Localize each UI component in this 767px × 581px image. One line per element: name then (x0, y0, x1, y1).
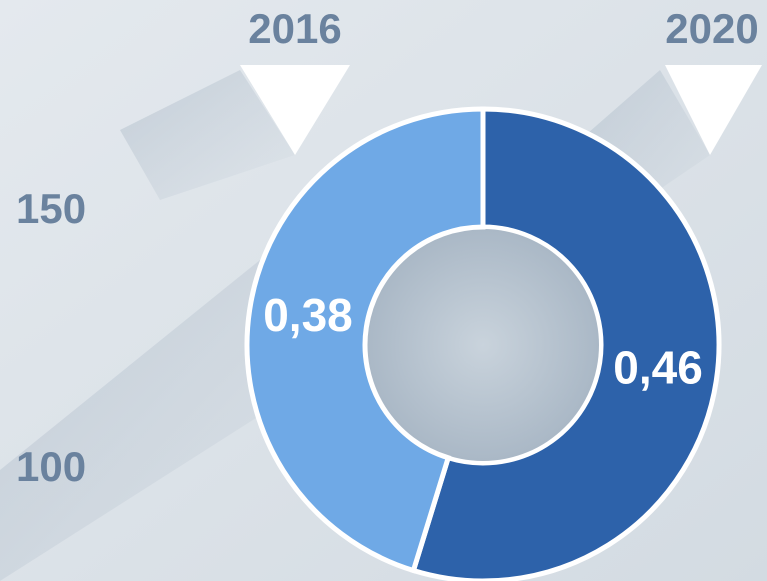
donut-segment (244, 106, 486, 574)
side-label: 150 (16, 185, 86, 232)
arrow (665, 65, 762, 155)
donut-shadow (0, 260, 300, 581)
year-label: 2016 (248, 5, 341, 52)
value-label: 0,38 (263, 289, 353, 341)
donut-segment (410, 106, 722, 581)
year-label: 2020 (665, 5, 758, 52)
donut-hole (367, 229, 599, 461)
donut: 0,46 0,38 (244, 106, 722, 581)
value-label: 0,46 (613, 342, 703, 394)
arrow (240, 65, 350, 155)
arrow-shadow (120, 70, 295, 200)
side-label: 100 (16, 443, 86, 490)
